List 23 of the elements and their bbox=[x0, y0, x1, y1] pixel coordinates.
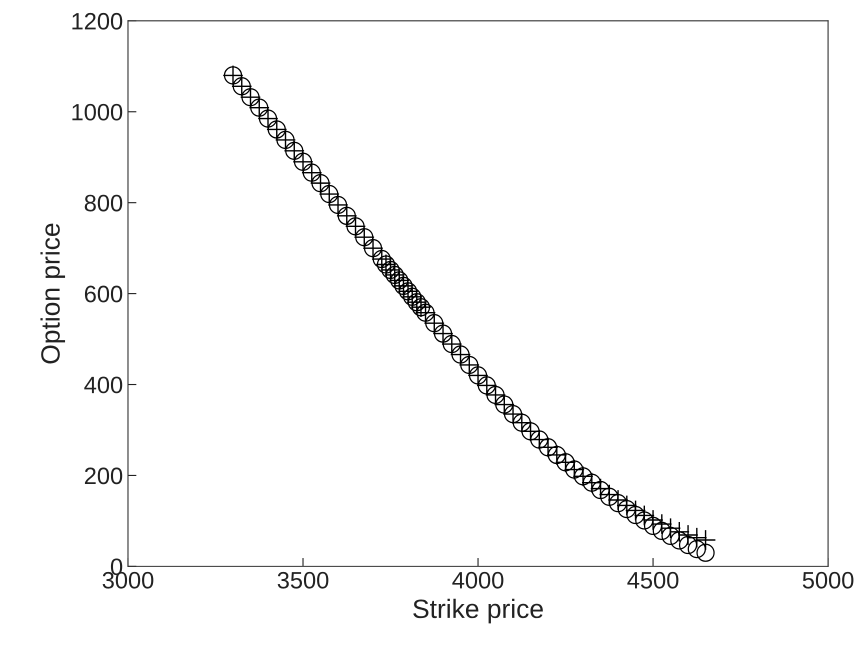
y-tick-label: 800 bbox=[84, 194, 122, 212]
x-tick-label: 3500 bbox=[278, 572, 328, 589]
point bbox=[678, 524, 699, 546]
point bbox=[625, 500, 646, 521]
point bbox=[598, 484, 620, 506]
y-tick-label: 1200 bbox=[72, 12, 122, 30]
point bbox=[616, 494, 638, 516]
y-tick-label: 200 bbox=[84, 468, 122, 484]
point bbox=[634, 504, 655, 526]
point bbox=[651, 514, 672, 535]
point bbox=[660, 518, 682, 539]
x-axis-title: Strike price bbox=[413, 598, 543, 624]
y-tick-label: 400 bbox=[84, 376, 122, 394]
point bbox=[642, 509, 664, 531]
point bbox=[608, 489, 629, 511]
x-tick-label: 5000 bbox=[802, 572, 854, 589]
point bbox=[668, 521, 690, 542]
y-tick-label: 600 bbox=[84, 286, 122, 302]
y-tick-label: 1000 bbox=[72, 104, 122, 121]
point bbox=[695, 529, 716, 551]
x-tick-label: 4500 bbox=[627, 572, 678, 589]
x-tick-label: 4000 bbox=[452, 572, 504, 589]
y-axis-title: Option price bbox=[40, 224, 66, 364]
